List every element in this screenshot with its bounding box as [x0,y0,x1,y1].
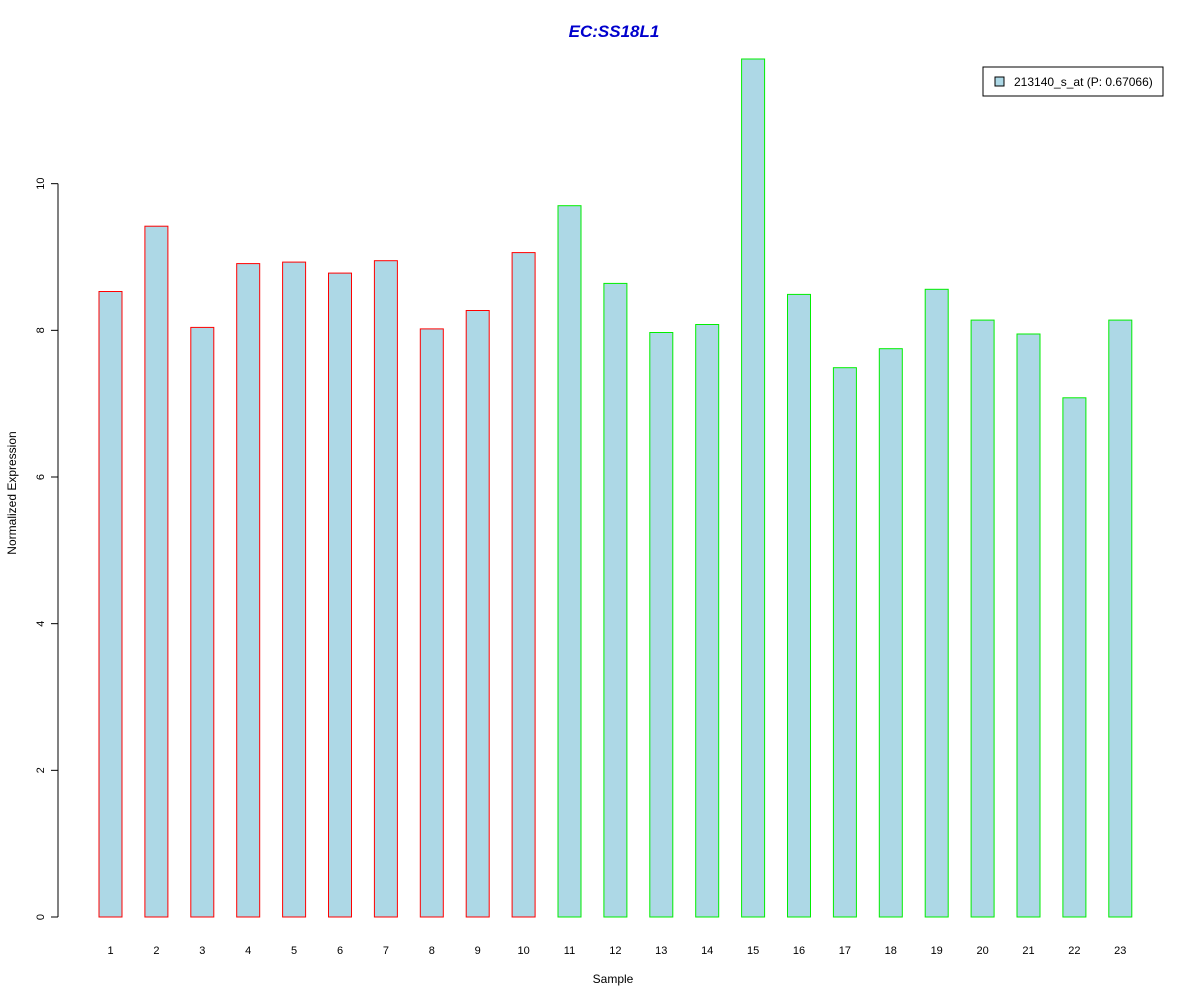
bar-sample-14 [695,324,720,918]
bar-sample-4 [236,263,261,918]
y-tick-label: 6 [35,474,47,480]
x-tick-label: 9 [475,945,481,957]
x-axis-title: Sample [593,972,634,986]
x-tick-label: 22 [1068,945,1080,957]
bar-sample-6 [328,272,352,918]
bar-sample-20 [970,319,995,918]
x-tick-label: 23 [1114,945,1126,957]
bar-sample-9 [465,310,490,918]
chart-title: EC:SS18L1 [569,22,660,41]
y-axis: 0 2 4 6 8 10 [35,178,59,920]
bar-sample-19 [924,288,949,918]
bars-group [98,58,1133,918]
x-tick-label: 2 [153,945,159,957]
x-tick-label: 12 [609,945,621,957]
y-tick-label: 2 [35,767,47,773]
x-tick-label: 3 [199,945,205,957]
y-tick-label: 8 [35,327,47,333]
x-tick-label: 5 [291,945,297,957]
x-tick-label: 11 [564,945,575,957]
x-tick-label: 18 [885,945,897,957]
x-tick-label: 21 [1022,945,1034,957]
x-tick-label: 4 [245,945,251,957]
legend-label: 213140_s_at (P: 0.67066) [1014,75,1153,89]
legend: 213140_s_at (P: 0.67066) [982,66,1164,97]
x-tick-label: 10 [517,945,529,957]
x-tick-label: 7 [383,945,389,957]
bar-sample-12 [603,282,628,918]
bar-sample-2 [144,225,169,918]
y-tick-label: 4 [35,621,47,627]
bar-sample-18 [878,348,903,918]
legend-swatch [994,76,1005,87]
bar-sample-17 [832,367,857,918]
bar-sample-8 [419,328,444,918]
x-tick-label: 1 [107,945,113,957]
bar-sample-3 [190,326,215,918]
bar-sample-22 [1062,397,1087,918]
x-tick-label: 20 [976,945,988,957]
y-axis-title: Normalized Expression [5,431,19,554]
bar-sample-13 [649,332,674,918]
bar-sample-5 [282,261,307,918]
bar-sample-11 [557,205,582,918]
bar-sample-23 [1108,319,1133,918]
bar-sample-21 [1016,333,1041,918]
x-tick-label: 14 [701,945,713,957]
bar-sample-16 [787,293,811,918]
bar-sample-7 [373,260,398,918]
x-tick-label: 15 [747,945,759,957]
bar-sample-15 [741,58,766,918]
x-tick-labels: 1 2 3 4 5 6 7 8 9 10 11 12 13 14 15 16 17 18 19 20 21 22 23 [107,945,1126,957]
x-tick-label: 17 [839,945,851,957]
bar-sample-1 [98,291,123,918]
x-tick-label: 6 [337,945,343,957]
x-tick-label: 13 [655,945,667,957]
bar-sample-10 [511,252,536,918]
x-tick-label: 19 [931,945,943,957]
x-tick-label: 16 [793,945,805,957]
legend-box [982,66,1164,97]
y-tick-label: 0 [35,914,47,920]
x-tick-label: 8 [429,945,435,957]
y-tick-label: 10 [35,178,47,190]
